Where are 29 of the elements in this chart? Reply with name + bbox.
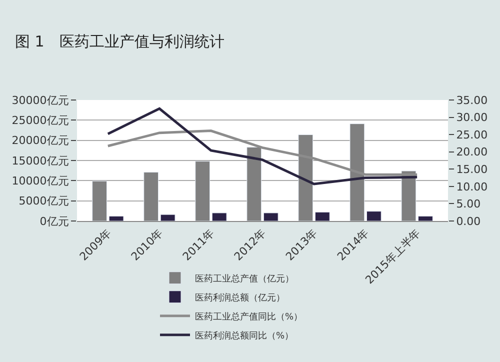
- y2-tick-label: 20.00: [456, 146, 488, 159]
- line-series: [106, 130, 418, 176]
- bar: [314, 212, 330, 221]
- bar: [108, 216, 124, 221]
- bar: [160, 214, 176, 221]
- legend-label: 医药利润总额（亿元）: [195, 292, 285, 304]
- legend-label: 医药利润总额同比（%）: [195, 330, 294, 342]
- y2-tick-label: 5.00: [456, 198, 481, 211]
- bar: [263, 212, 278, 221]
- y-tick-label: 15000亿元: [12, 154, 69, 168]
- bar: [418, 216, 433, 221]
- y-tick-label: 25000亿元: [12, 114, 69, 128]
- y2-tick-label: 15.00: [456, 162, 488, 176]
- y2-tick-label: 25.00: [456, 128, 488, 142]
- y-tick-label: 20000亿元: [12, 134, 69, 148]
- y-tick-label: 0亿元: [40, 214, 69, 228]
- legend-label: 医药工业总产值同比（%）: [195, 311, 303, 322]
- bar: [366, 211, 382, 221]
- y2-tick-label: 35.00: [456, 94, 488, 107]
- line-series: [106, 107, 418, 186]
- legend-label: 医药工业总产值（亿元）: [195, 273, 294, 284]
- y-tick-label: 10000亿元: [12, 174, 69, 188]
- bar: [212, 212, 227, 221]
- y-tick-label: 5000亿元: [18, 194, 69, 208]
- y2-tick-label: 10.00: [456, 180, 488, 194]
- y2-tick-label: 30.00: [456, 111, 488, 124]
- y2-tick-label: 0.00: [456, 214, 481, 228]
- y-tick-label: 30000亿元: [12, 94, 69, 107]
- chart-title: 图 1 医药工业产值与利润统计: [15, 32, 224, 51]
